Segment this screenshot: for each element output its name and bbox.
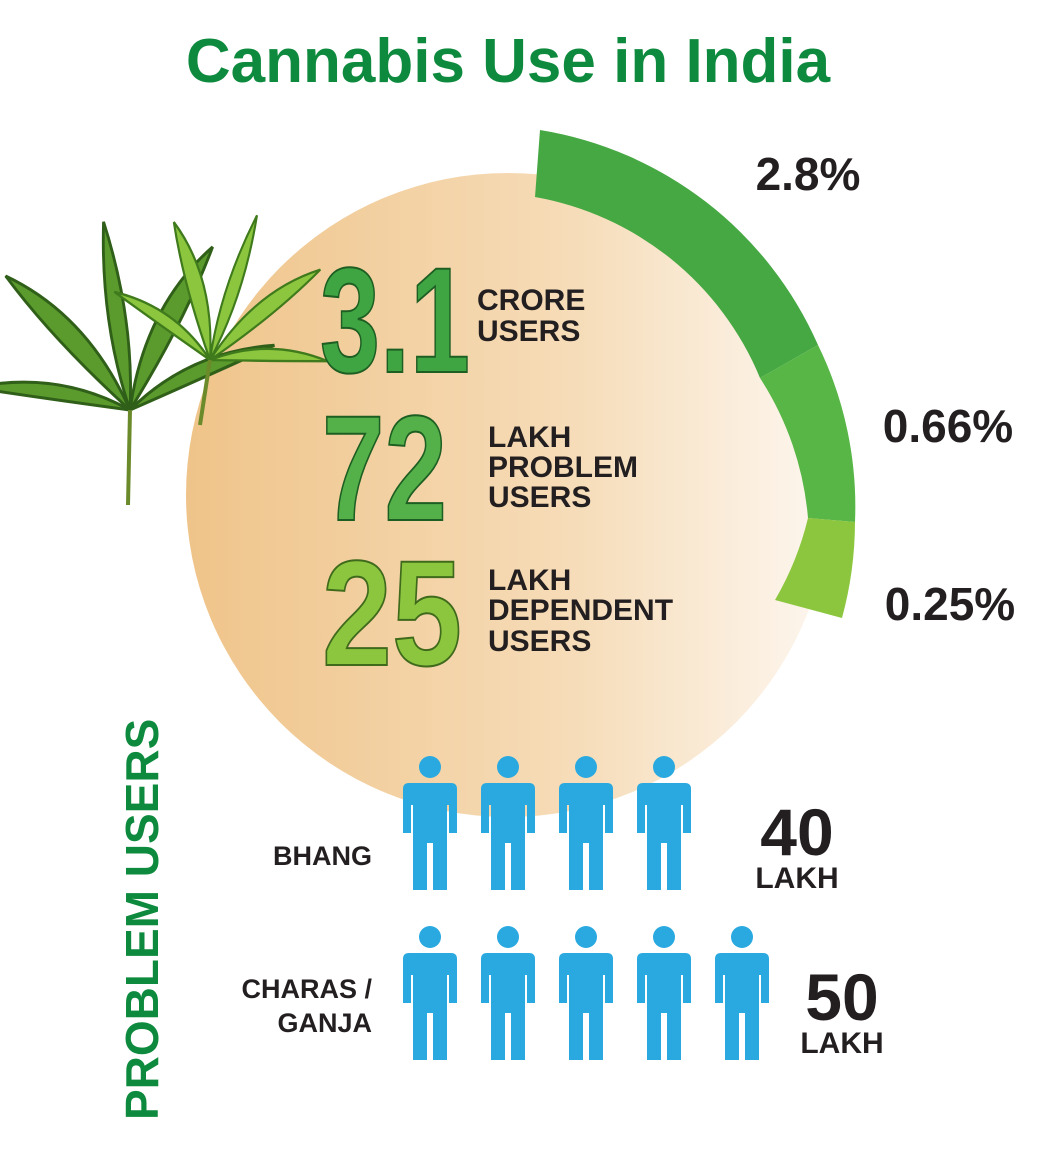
row-unit: LAKH [800,1027,883,1060]
row-number: 40 [760,795,833,869]
title: Cannabis Use in India [186,27,831,96]
stat-label: DEPENDENT [488,594,673,627]
stat-number: 3.1 [320,236,470,404]
ring [535,130,856,618]
side-label: PROBLEM USERS [116,719,168,1120]
row-label: CHARAS / [241,974,372,1004]
stat-label: USERS [488,625,591,658]
ring-label: 0.25% [885,578,1015,630]
ring-label: 0.66% [883,400,1013,452]
stat-label: USERS [477,315,580,348]
stat-number: 72 [322,384,447,552]
leaves [0,179,365,506]
problem-users: BHANG 40 LAKH CHARAS / GANJA 50 LAKH [241,756,884,1060]
stat-label: LAKH [488,564,571,597]
stat-label: USERS [488,481,591,514]
stat-number: 25 [322,529,462,697]
row-number: 50 [805,960,878,1034]
row-label: GANJA [277,1008,372,1038]
stat-label: LAKH [488,421,571,454]
row-unit: LAKH [755,862,838,895]
row-label: BHANG [273,841,372,871]
disc [186,173,830,817]
person-icons [403,926,769,1060]
stats: 3.1 CRORE USERS 72 LAKH PROBLEM USERS 25… [319,235,673,698]
stat-label: CRORE [477,284,585,317]
stat-label: PROBLEM [488,451,638,484]
ring-label: 2.8% [756,148,861,200]
